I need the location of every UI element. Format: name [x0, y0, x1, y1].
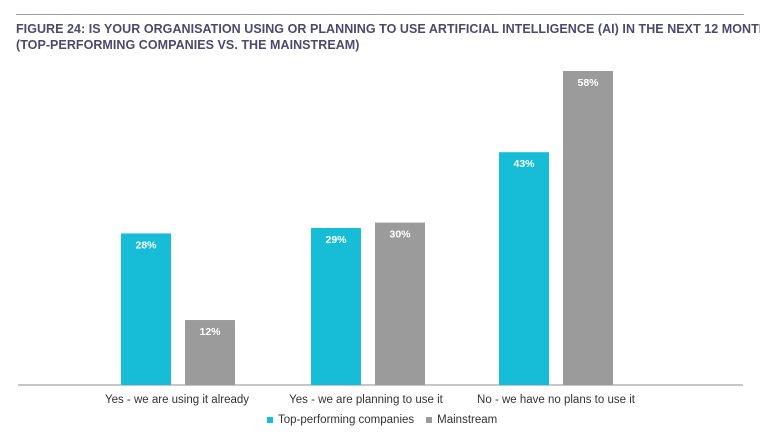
legend-item-mainstream: Mainstream: [426, 414, 497, 426]
bar-label-top-performing-1: 29%: [325, 234, 347, 246]
category-label-0: Yes - we are using it already: [105, 394, 249, 406]
bar-label-mainstream-1: 30%: [389, 229, 411, 241]
category-label-1: Yes - we are planning to use it: [289, 394, 443, 406]
category-label-2: No - we have no plans to use it: [477, 394, 636, 406]
bar-mainstream-1: [375, 222, 425, 385]
legend-label-top-performing: Top-performing companies: [278, 414, 415, 426]
bar-label-top-performing-2: 43%: [513, 158, 535, 170]
bar-mainstream-0: [185, 320, 235, 385]
legend-swatch-mainstream: [426, 417, 433, 423]
legend-swatch-top-performing: [267, 417, 273, 423]
legend-label-mainstream: Mainstream: [437, 414, 498, 426]
bar-label-mainstream-2: 58%: [577, 77, 599, 89]
top-rule: [16, 14, 744, 15]
bar-top-performing-0: [121, 233, 171, 385]
bar-mainstream-2: [563, 71, 613, 385]
bar-label-mainstream-0: 12%: [199, 326, 221, 338]
legend: Top-performing companies Mainstream: [267, 412, 509, 428]
chart-title: FIGURE 24: IS YOUR ORGANISATION USING OR…: [16, 21, 760, 53]
bars-group: [121, 71, 613, 385]
chart-title-line-2: (TOP-PERFORMING COMPANIES VS. THE MAINST…: [16, 38, 360, 52]
bar-labels-group: 28% 29% 43% 12% 30% 58%: [135, 77, 599, 338]
legend-item-top-performing: Top-performing companies: [267, 414, 414, 426]
bar-top-performing-1: [311, 228, 361, 385]
bar-label-top-performing-0: 28%: [135, 239, 157, 251]
chart-title-line-1: FIGURE 24: IS YOUR ORGANISATION USING OR…: [16, 22, 760, 36]
bar-top-performing-2: [499, 152, 549, 385]
category-labels-group: Yes - we are using it already Yes - we ar…: [105, 394, 636, 406]
